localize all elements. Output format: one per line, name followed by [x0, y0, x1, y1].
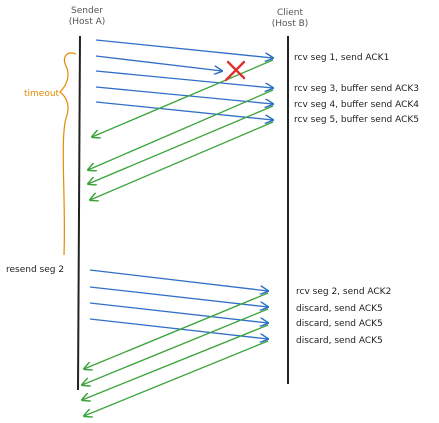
- event-discard-1: discard, send ACK5: [296, 304, 383, 314]
- dup-seg5-arrow: [89, 318, 268, 339]
- sender-timeline: [77, 35, 81, 391]
- event-discard-2: discard, send ACK5: [296, 319, 383, 329]
- ack1-arrow: [92, 59, 274, 137]
- segment-5-arrow: [95, 101, 273, 120]
- data-segments-phase2: [89, 269, 268, 339]
- ack5-arrow: [90, 121, 274, 200]
- client-events-phase1: rcv seg 1, send ACK1 rcv seg 3, buffer s…: [294, 53, 419, 125]
- ack5-dup2-arrow: [82, 324, 269, 400]
- timeout-brace: [59, 52, 77, 256]
- sender-title: Sender: [71, 6, 103, 16]
- dup-seg3-arrow: [89, 286, 268, 307]
- resend-label: resend seg 2: [6, 265, 64, 275]
- event-rcv-seg1: rcv seg 1, send ACK1: [294, 53, 389, 63]
- client-subtitle: (Host B): [272, 19, 309, 29]
- event-discard-3: discard, send ACK5: [296, 336, 383, 346]
- ack3-arrow: [88, 89, 274, 170]
- ack4-arrow: [88, 105, 274, 184]
- ack5-dup3-arrow: [84, 340, 269, 416]
- dup-seg4-arrow: [89, 302, 268, 323]
- event-rcv-seg3: rcv seg 3, buffer send ACK3: [294, 84, 419, 94]
- event-rcv-seg4: rcv seg 4, buffer send ACK4: [294, 100, 419, 110]
- segment-4-arrow: [95, 86, 273, 104]
- packet-loss-mark: [224, 60, 246, 82]
- data-segments-phase1: [95, 39, 273, 120]
- resend-seg2-arrow: [89, 269, 268, 291]
- ack2-arrow: [84, 292, 269, 369]
- client-events-phase2: rcv seg 2, send ACK2 discard, send ACK5 …: [296, 287, 391, 346]
- segment-1-arrow: [95, 39, 273, 58]
- acks-phase2: [82, 292, 269, 416]
- timeout-label: timeout: [24, 89, 60, 99]
- event-rcv-seg2: rcv seg 2, send ACK2: [296, 287, 391, 297]
- event-rcv-seg5: rcv seg 5, buffer send ACK5: [294, 115, 419, 125]
- segment-2-lost-arrow: [95, 55, 222, 71]
- sender-subtitle: (Host A): [69, 17, 106, 27]
- client-title: Client: [277, 8, 304, 18]
- segment-3-arrow: [95, 70, 273, 88]
- acks-phase1: [88, 59, 274, 200]
- ack5-dup1-arrow: [82, 308, 269, 385]
